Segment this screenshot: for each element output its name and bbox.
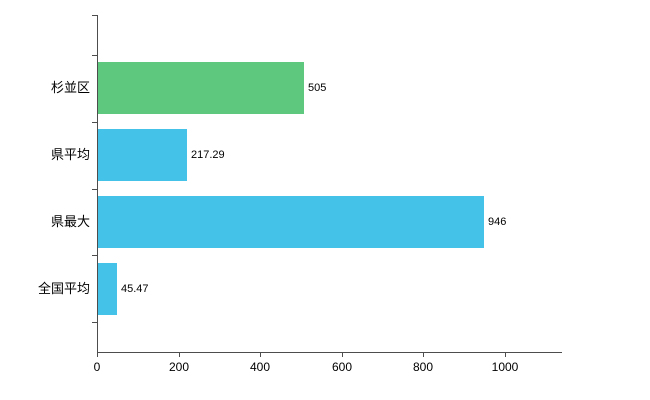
bar bbox=[98, 62, 304, 114]
x-axis-tick bbox=[179, 352, 180, 357]
y-axis-tick bbox=[92, 55, 97, 56]
x-tick-label: 1000 bbox=[491, 360, 519, 374]
bar-value-label: 217.29 bbox=[191, 149, 225, 161]
category-label: 全国平均 bbox=[37, 281, 90, 296]
bar bbox=[98, 129, 187, 181]
bar-value-label: 946 bbox=[488, 216, 507, 228]
bar-value-label: 505 bbox=[308, 82, 327, 94]
category-label: 杉並区 bbox=[50, 80, 90, 95]
x-axis-tick bbox=[505, 352, 506, 357]
x-tick-label: 0 bbox=[93, 360, 101, 374]
bar-value-label: 45.47 bbox=[121, 283, 149, 295]
x-axis-line bbox=[97, 352, 562, 353]
x-axis-tick bbox=[97, 352, 98, 357]
category-label: 県平均 bbox=[50, 147, 90, 162]
bar bbox=[98, 263, 117, 315]
y-axis-tick bbox=[92, 122, 97, 123]
x-axis-tick bbox=[423, 352, 424, 357]
y-axis-tick bbox=[92, 322, 97, 323]
y-axis-line bbox=[97, 15, 98, 352]
y-axis-tick bbox=[92, 15, 97, 16]
x-axis-tick bbox=[342, 352, 343, 357]
x-tick-label: 400 bbox=[249, 360, 271, 374]
y-axis-tick bbox=[92, 189, 97, 190]
bar bbox=[98, 196, 484, 248]
x-tick-label: 800 bbox=[412, 360, 434, 374]
category-label: 県最大 bbox=[50, 214, 90, 229]
x-tick-label: 200 bbox=[168, 360, 190, 374]
x-axis-tick bbox=[260, 352, 261, 357]
x-tick-label: 600 bbox=[331, 360, 353, 374]
y-axis-tick bbox=[92, 255, 97, 256]
